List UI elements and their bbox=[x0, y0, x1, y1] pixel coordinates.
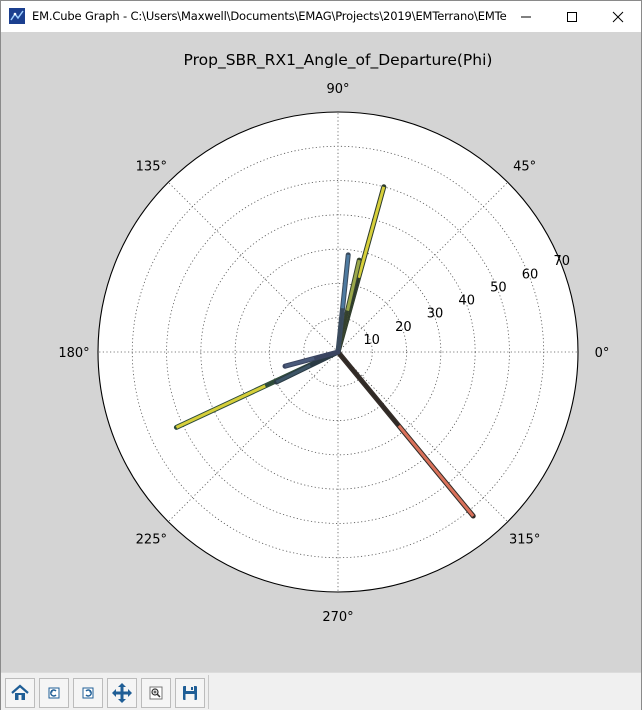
forward-button[interactable] bbox=[73, 678, 103, 708]
home-icon bbox=[11, 684, 29, 700]
radial-tick-label: 70 bbox=[553, 254, 570, 269]
move-icon bbox=[112, 683, 132, 703]
back-button[interactable] bbox=[39, 678, 69, 708]
angle-tick-label: 90° bbox=[326, 82, 349, 97]
close-icon bbox=[612, 11, 624, 22]
close-button[interactable] bbox=[595, 1, 641, 32]
radial-tick-label: 20 bbox=[395, 320, 412, 335]
stem-base bbox=[313, 350, 339, 360]
radial-gridline bbox=[234, 248, 442, 456]
maximize-icon bbox=[567, 11, 577, 22]
minimize-button[interactable] bbox=[503, 1, 549, 32]
angular-gridline bbox=[337, 351, 508, 522]
app-icon bbox=[9, 8, 25, 24]
save-button[interactable] bbox=[175, 678, 205, 708]
polar-chart: Prop_SBR_RX1_Angle_of_Departure(Phi) 0° 4… bbox=[58, 51, 609, 625]
angle-tick-label: 225° bbox=[136, 533, 167, 548]
stem-series bbox=[173, 184, 476, 519]
pan-button[interactable] bbox=[107, 678, 137, 708]
radial-tick-label: 10 bbox=[363, 333, 380, 348]
stem-0 bbox=[335, 349, 476, 519]
window-title: EM.Cube Graph - C:\Users\Maxwell\Documen… bbox=[32, 9, 507, 23]
angular-gridline bbox=[168, 351, 339, 522]
radial-tick-label: 50 bbox=[490, 280, 507, 295]
tick-labels: 0° 45° 90° 135° 180° 225° 270° 315° 10 20 30 40 50 60… bbox=[58, 82, 609, 625]
minimize-icon bbox=[521, 16, 531, 17]
angle-tick-label: 315° bbox=[509, 533, 540, 548]
maximize-button[interactable] bbox=[549, 1, 595, 32]
stem-3 bbox=[335, 252, 351, 355]
radial-tick-label: 40 bbox=[458, 294, 475, 309]
navigation-toolbar bbox=[1, 672, 641, 710]
angle-tick-label: 180° bbox=[58, 346, 89, 361]
angular-gridline bbox=[168, 182, 339, 353]
radial-tick-label: 30 bbox=[427, 307, 444, 322]
title-bar[interactable]: EM.Cube Graph - C:\Users\Maxwell\Documen… bbox=[1, 1, 641, 32]
toolbar-separator bbox=[208, 675, 209, 709]
stem-base bbox=[336, 350, 401, 427]
radial-gridline bbox=[166, 180, 510, 524]
save-icon bbox=[183, 686, 197, 700]
polar-frame bbox=[97, 111, 579, 593]
home-button[interactable] bbox=[5, 678, 35, 708]
radial-tick-label: 60 bbox=[522, 267, 539, 282]
angular-gridline bbox=[337, 182, 508, 353]
zoom-button[interactable] bbox=[141, 678, 171, 708]
chart-title: Prop_SBR_RX1_Angle_of_Departure(Phi) bbox=[184, 51, 493, 70]
stem-6 bbox=[282, 349, 341, 369]
stem-base bbox=[336, 308, 345, 353]
angle-tick-label: 135° bbox=[136, 159, 167, 174]
zoom-icon bbox=[149, 686, 163, 700]
plot-canvas[interactable]: Prop_SBR_RX1_Angle_of_Departure(Phi) 0° 4… bbox=[1, 32, 641, 672]
angle-tick-label: 45° bbox=[513, 159, 536, 174]
back-arrow-icon bbox=[48, 687, 60, 699]
radial-gridline bbox=[303, 317, 373, 387]
angle-tick-label: 0° bbox=[595, 346, 610, 361]
angle-tick-label: 270° bbox=[322, 610, 353, 625]
forward-arrow-icon bbox=[82, 687, 94, 699]
